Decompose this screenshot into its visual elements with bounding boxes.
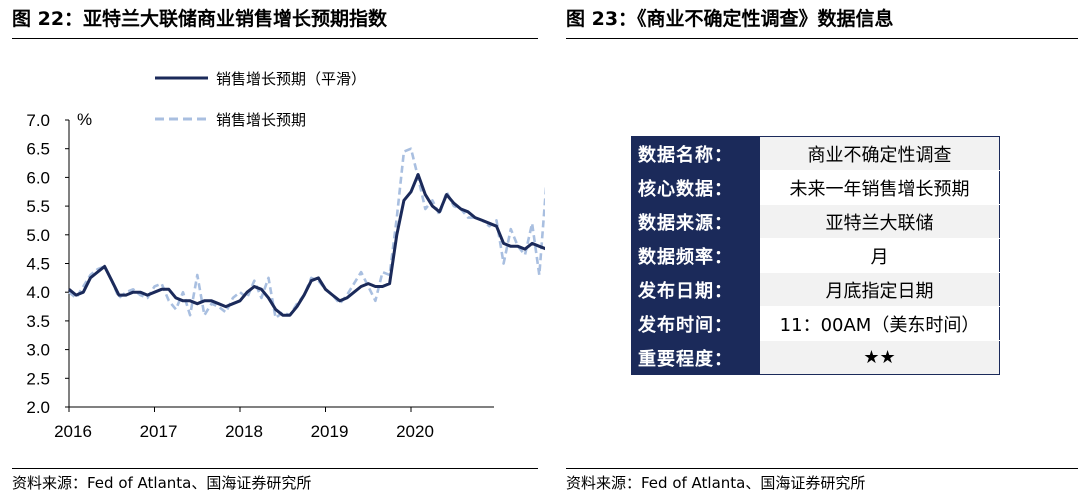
left-figure-title: 图 22：亚特兰大联储商业销售增长预期指数 [12,8,388,30]
info-row-name: 数据名称： 商业不确定性调查 [631,136,1000,171]
info-row-frequency: 数据频率： 月 [631,238,1000,273]
y-tick-label: 3.5 [26,312,50,331]
info-key-name: 数据名称： [631,136,760,171]
info-row-importance: 重要程度： ★★ [631,340,1000,375]
info-key-importance: 重要程度： [631,340,760,375]
info-key-source: 数据来源： [631,204,760,239]
info-key-release-date: 发布日期： [631,272,760,307]
y-tick-label: 3.0 [26,341,50,360]
info-value-importance: ★★ [760,340,1000,375]
y-tick-label: 2.0 [26,398,50,417]
sales-expectation-chart: 销售增长预期（平滑） 销售增长预期 % 7.0 6.5 6.0 5.5 5.0 4.5 4.… [26,71,545,441]
y-axis-unit: % [77,110,92,129]
info-value-source: 亚特兰大联储 [760,204,1000,239]
info-row-release-date: 发布日期： 月底指定日期 [631,272,1000,307]
data-info-table: 数据名称： 商业不确定性调查 核心数据： 未来一年销售增长预期 数据来源： 亚特… [631,136,1000,375]
legend-label-raw: 销售增长预期 [216,112,306,129]
info-value-core: 未来一年销售增长预期 [760,170,1000,205]
info-key-frequency: 数据频率： [631,238,760,273]
y-tick-label: 7.0 [26,111,50,130]
left-source-note: 资料来源：Fed of Atlanta、国海证券研究所 [12,474,312,492]
y-tick-label: 5.0 [26,226,50,245]
info-row-core: 核心数据： 未来一年销售增长预期 [631,170,1000,205]
y-tick-label: 6.5 [26,140,50,159]
x-tick-label: 2017 [140,422,178,441]
chart-series [68,147,545,320]
right-bottom-rule [566,468,1078,469]
y-tick-label: 2.5 [26,369,50,388]
chart-legend: 销售增长预期（平滑） 销售增长预期 [155,71,366,129]
info-row-release-time: 发布时间： 11：00AM（美东时间） [631,306,1000,341]
left-bottom-rule [12,468,538,469]
series-line-smoothed [68,173,545,317]
right-figure-title: 图 23：《商业不确定性调查》数据信息 [566,8,894,30]
info-value-release-date: 月底指定日期 [760,272,1000,307]
info-value-release-time: 11：00AM（美东时间） [760,306,1000,341]
info-row-source: 数据来源： 亚特兰大联储 [631,204,1000,239]
right-top-rule [566,38,1078,39]
left-top-rule [12,38,538,39]
x-tick-label: 2016 [54,422,92,441]
y-tick-label: 6.0 [26,168,50,187]
y-tick-label: 5.5 [26,197,50,216]
x-tick-label: 2018 [225,422,263,441]
info-key-release-time: 发布时间： [631,306,760,341]
info-key-core: 核心数据： [631,170,760,205]
info-value-name: 商业不确定性调查 [760,136,1000,171]
info-value-frequency: 月 [760,238,1000,273]
x-tick-label: 2019 [311,422,349,441]
legend-label-smoothed: 销售增长预期（平滑） [216,71,366,88]
x-tick-label: 2020 [396,422,434,441]
y-tick-label: 4.5 [26,255,50,274]
y-tick-label: 4.0 [26,283,50,302]
right-source-note: 资料来源：Fed of Atlanta、国海证券研究所 [566,474,866,492]
